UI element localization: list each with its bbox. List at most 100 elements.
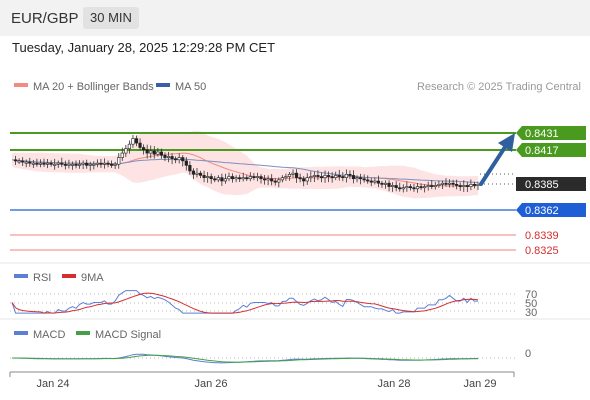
candle-up [156, 151, 160, 155]
candle-down [465, 185, 469, 187]
candle-down [145, 149, 149, 154]
legend-label-macd-signal: MACD Signal [95, 329, 161, 341]
legend-swatch-rsi [14, 274, 28, 278]
candle-down [142, 147, 146, 151]
candle-down [13, 159, 18, 162]
candle-up [323, 175, 327, 178]
candle-up [234, 177, 238, 180]
candle-up [433, 185, 437, 187]
candle-up [305, 177, 309, 182]
candle-up [177, 157, 181, 161]
candle-down [188, 165, 192, 172]
candle-up [24, 161, 28, 164]
candle-up [476, 184, 480, 186]
candle-down [398, 187, 402, 190]
candle-down [209, 176, 213, 180]
candle-down [376, 180, 380, 184]
support-label-2: 0.8339 [525, 230, 559, 242]
candle-down [273, 180, 277, 183]
datetime-label: Tuesday, January 28, 2025 12:29:28 PM CE… [12, 40, 276, 55]
candle-up [291, 172, 295, 175]
candle-down [351, 175, 356, 180]
candle-up [266, 178, 270, 181]
candle-down [472, 184, 477, 186]
candle-down [412, 187, 416, 190]
candle-down [110, 163, 114, 166]
candle-down [170, 156, 174, 159]
candle-up [426, 185, 430, 187]
legend-label-macd: MACD [33, 329, 65, 341]
candle-down [455, 184, 459, 186]
candle-up [437, 184, 441, 186]
candles [13, 134, 480, 193]
candle-up [166, 156, 171, 158]
main-panel: MA 20 + Bollinger Bands MA 50 Research ©… [10, 81, 586, 257]
legend-swatch-macd-signal [76, 331, 90, 335]
candle-down [202, 175, 206, 178]
candle-down [174, 158, 178, 161]
resistance-tag-1 [516, 126, 586, 140]
current-price-label: 0.8385 [525, 179, 559, 191]
candle-down [99, 162, 103, 165]
legend-label-9ma: 9MA [81, 272, 104, 284]
candle-up [334, 175, 338, 178]
candle-up [223, 178, 228, 182]
ma50-line [11, 158, 479, 183]
candle-down [330, 176, 334, 179]
candle-down [85, 162, 89, 166]
candle-up [70, 163, 75, 166]
candle-down [213, 178, 217, 181]
candle-down [444, 182, 448, 185]
candle-up [102, 162, 107, 165]
current-price-tag [516, 177, 586, 191]
candle-up [423, 186, 427, 189]
candle-up [227, 176, 231, 180]
candle-up [120, 152, 124, 158]
candle-down [191, 170, 196, 175]
support-label-3: 0.8325 [525, 245, 559, 257]
candle-up [383, 182, 388, 185]
rsi-line [11, 290, 478, 314]
timeframe-button[interactable]: 30 MIN [83, 7, 139, 29]
candle-up [113, 163, 117, 166]
candle-down [337, 175, 341, 177]
candle-down [106, 162, 110, 165]
candle-up [56, 162, 60, 165]
candle-down [369, 180, 373, 183]
legend-swatch-9ma [62, 274, 76, 278]
candle-down [366, 179, 370, 182]
rsi-tick-30: 30 [525, 307, 537, 319]
support-tag-1 [516, 203, 586, 217]
candle-up [124, 148, 128, 154]
candle-down [63, 163, 67, 166]
candle-up [373, 180, 377, 183]
candle-down [430, 185, 434, 187]
candle-up [284, 176, 288, 179]
legend-label-ma50: MA 50 [175, 81, 206, 93]
candle-up [277, 179, 281, 183]
candle-up [280, 177, 284, 181]
candle-up [447, 182, 452, 185]
candle-up [401, 187, 405, 190]
projection-arrow-shaft [479, 142, 509, 186]
candle-down [270, 178, 274, 182]
candle-down [302, 178, 306, 182]
candle-up [206, 176, 210, 179]
legend-swatch-macd [14, 331, 28, 335]
candle-up [117, 157, 121, 165]
candle-up [67, 163, 71, 166]
x-axis: Jan 24 Jan 26 Jan 28 Jan 29 [9, 371, 515, 390]
candle-down [198, 172, 203, 176]
candle-up [95, 162, 99, 165]
projection-arrow-head [498, 133, 515, 152]
macd-tick-0: 0 [525, 348, 531, 360]
candle-up [312, 175, 316, 177]
candle-up [469, 184, 473, 187]
legend-swatch-ma50 [156, 83, 170, 87]
candle-down [408, 186, 413, 189]
candle-down [134, 138, 139, 144]
candle-down [419, 186, 423, 189]
legend-label-ma20: MA 20 + Bollinger Bands [33, 81, 154, 93]
candle-down [316, 175, 320, 177]
